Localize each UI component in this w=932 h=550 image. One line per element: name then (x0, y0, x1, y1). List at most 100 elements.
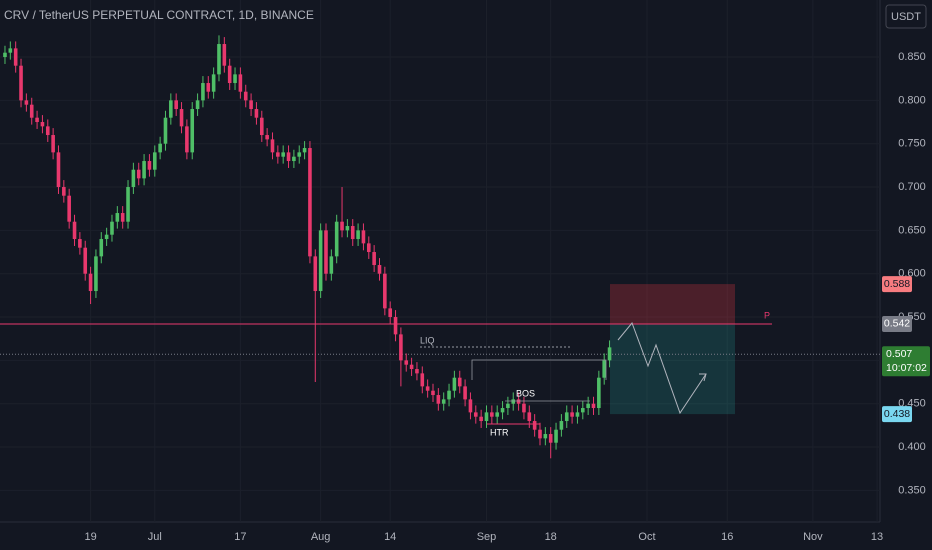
candle-body (436, 395, 441, 404)
candle-body (243, 91, 248, 101)
candle-body (586, 403, 590, 409)
candle-body (570, 412, 574, 417)
annotation-label: HTR (490, 427, 509, 437)
candle-body (468, 399, 473, 413)
candle-body (473, 412, 478, 417)
candle-body (484, 412, 489, 422)
candle-body (270, 139, 275, 153)
candle-body (554, 429, 558, 443)
candle-body (227, 65, 232, 84)
candle-body (56, 152, 61, 188)
projection-path (617, 322, 707, 415)
candle-body (490, 412, 494, 417)
candle-body (366, 243, 371, 253)
candle-body (575, 412, 580, 417)
projection-arrow (699, 373, 707, 382)
last-price-label: 0.507 (886, 348, 912, 360)
candle-body (94, 256, 98, 292)
candle-body (388, 308, 392, 318)
candle-body (350, 226, 355, 240)
candle-body (597, 377, 601, 409)
annotation-label: P (764, 310, 770, 320)
x-tick-label: Jul (148, 531, 162, 543)
candle-body (329, 256, 334, 274)
candle-body (452, 377, 457, 391)
candle-body (516, 399, 521, 404)
candle-body (265, 135, 269, 140)
candle-body (147, 161, 152, 170)
candle-body (152, 152, 157, 170)
candle-body (24, 100, 29, 105)
candle-body (276, 152, 280, 157)
price-badge (882, 406, 912, 423)
candle-body (425, 386, 430, 391)
candle-body (580, 408, 585, 413)
candle-body (211, 74, 216, 92)
currency-button[interactable] (885, 4, 927, 29)
candle-body (463, 386, 467, 400)
candle-body (340, 221, 344, 231)
candle-body (115, 213, 120, 222)
candle-body (110, 221, 114, 235)
candle-body (83, 247, 88, 274)
candle-body (13, 48, 18, 66)
chart-title: CRV / TetherUS PERPETUAL CONTRACT, 1D, B… (4, 8, 314, 22)
candle-body (72, 221, 77, 240)
price-badge (882, 276, 912, 293)
candle-body (292, 156, 296, 162)
y-tick-label: 0.350 (898, 484, 926, 496)
countdown-label: 10:07:02 (886, 362, 927, 374)
candle-body (372, 252, 376, 266)
candle-body (500, 408, 505, 413)
y-tick-label: 0.800 (898, 94, 926, 106)
candle-body (522, 403, 526, 413)
candle-body (361, 230, 366, 244)
candle-body (479, 416, 483, 422)
candle-body (174, 100, 178, 110)
candle-body (308, 148, 312, 257)
candle-body (393, 317, 398, 335)
candle-body (345, 226, 350, 231)
candle-body (281, 152, 285, 157)
x-tick-label: Sep (477, 531, 497, 543)
candle-body (136, 169, 141, 179)
price-badge (882, 315, 912, 332)
candle-body (45, 126, 50, 136)
currency-label[interactable]: USDT (891, 11, 921, 23)
candle-body (313, 256, 318, 292)
candle-body (126, 187, 130, 222)
candle-body (506, 403, 510, 409)
annotation-label: LIQ (420, 335, 435, 345)
candle-body (3, 52, 7, 58)
annotation-label: BOS (516, 388, 535, 398)
candle-body (29, 104, 34, 118)
candle-body (447, 390, 451, 400)
candle-body (51, 135, 55, 153)
price-badge-label: 0.542 (884, 318, 910, 330)
candle-body (383, 273, 387, 309)
candle-body (286, 152, 291, 162)
candle-body (259, 117, 264, 136)
candle-body (511, 399, 516, 404)
candle-body (190, 109, 195, 153)
candle-body (548, 434, 553, 443)
candle-body (88, 273, 93, 292)
x-tick-label: 14 (384, 531, 396, 543)
candle-body (495, 412, 499, 417)
candle-body (254, 109, 259, 118)
y-tick-label: 0.650 (898, 224, 926, 236)
candle-body (377, 265, 382, 274)
candle-body (543, 434, 548, 439)
x-tick-label: Aug (311, 531, 331, 543)
candle-body (431, 390, 435, 396)
candle-body (404, 360, 409, 365)
candle-body (356, 230, 360, 240)
candle-body (169, 100, 173, 118)
candle-body (201, 83, 205, 101)
candle-body (238, 74, 243, 92)
candle-body (607, 347, 612, 361)
candle-body (35, 117, 39, 123)
